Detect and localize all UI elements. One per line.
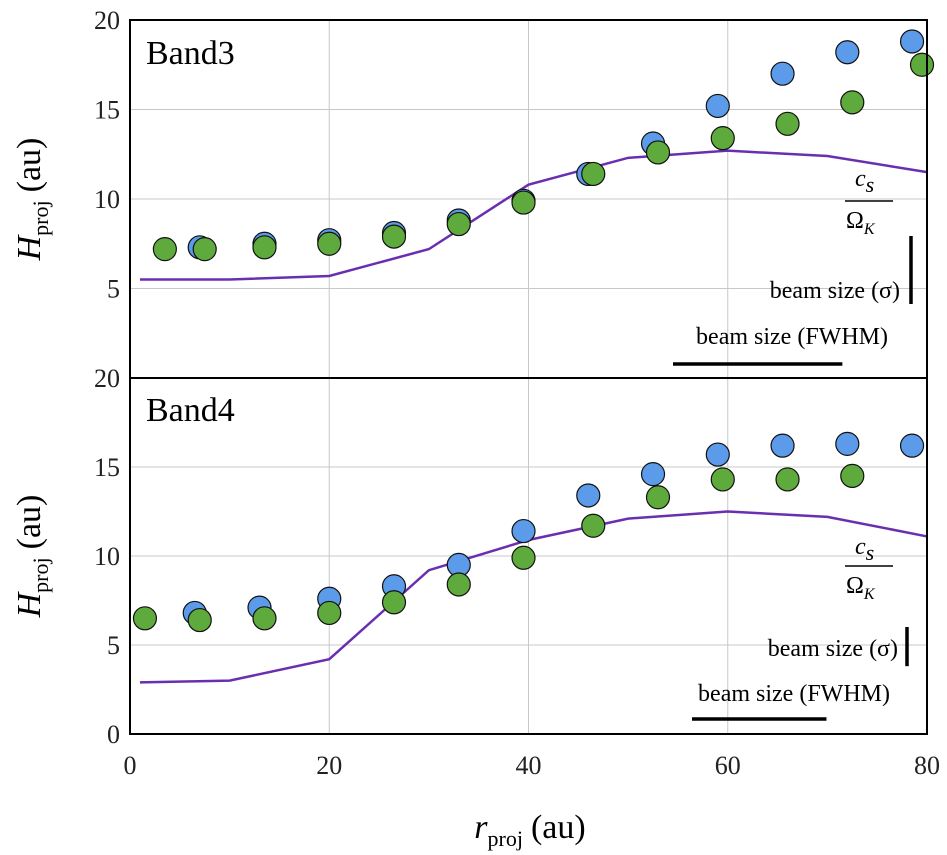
data-point-green	[645, 485, 671, 510]
x-tick-label: 80	[914, 751, 940, 780]
x-tick-label: 20	[316, 751, 342, 780]
beam-sigma-label: beam size (σ)	[768, 636, 898, 662]
data-point-blue	[899, 29, 925, 54]
y-tick-label: 0	[107, 720, 120, 749]
y-axis-title-top: Hproj(au)	[11, 138, 53, 262]
data-point-blue	[835, 40, 860, 65]
data-point-green	[581, 513, 606, 538]
data-point-green	[192, 237, 217, 262]
annotations-bottom: cs ΩK beam size (σ) beam size (FWHM)	[692, 534, 909, 721]
ratio-numerator: cs	[855, 534, 874, 565]
x-tick-label: 0	[124, 751, 137, 780]
data-point-green	[645, 140, 671, 165]
data-point-green	[840, 90, 865, 115]
data-point-green	[252, 235, 277, 260]
data-point-blue	[511, 518, 536, 544]
data-point-green	[840, 463, 865, 488]
data-markers	[132, 29, 935, 633]
data-point-green	[152, 237, 177, 262]
plot-frames	[129, 19, 928, 735]
data-point-green	[317, 231, 342, 256]
data-point-green	[581, 161, 606, 187]
y-tick-label: 10	[94, 185, 120, 214]
beam-fwhm-label: beam size (FWHM)	[698, 681, 890, 707]
x-tick-label: 40	[516, 751, 542, 780]
data-point-blue	[835, 431, 860, 456]
data-point-green	[909, 52, 935, 77]
x-tick-label: 60	[715, 751, 741, 780]
y-tick-label: 10	[94, 542, 120, 571]
data-point-blue	[899, 433, 925, 458]
data-point-blue	[705, 442, 730, 467]
panel-label-bottom: Band4	[146, 392, 235, 429]
data-point-green	[710, 467, 735, 492]
data-point-green	[381, 224, 407, 249]
y-tick-label: 20	[94, 364, 120, 393]
ratio-numerator: cs	[855, 166, 874, 197]
data-point-green	[252, 606, 277, 631]
data-point-green	[775, 111, 800, 136]
data-point-green	[381, 590, 407, 615]
ratio-denominator: ΩK	[846, 573, 876, 603]
data-point-green	[446, 572, 471, 597]
data-point-green	[775, 467, 800, 492]
data-point-green	[710, 126, 735, 151]
model-line-cs-omega	[139, 149, 928, 281]
panel-label-top: Band3	[146, 35, 235, 72]
tick-labels: 5 10 15 20 0 5 10 15 20 0 20 40 60 80	[94, 6, 940, 780]
y-axis-title-bottom: Hproj(au)	[11, 495, 53, 619]
panel-bottom-frame	[129, 377, 928, 735]
x-axis-title: rproj (au)	[474, 809, 585, 851]
beam-fwhm-label: beam size (FWHM)	[696, 324, 888, 350]
y-tick-label: 5	[107, 275, 120, 304]
data-point-green	[187, 607, 212, 633]
data-point-blue	[770, 61, 795, 86]
data-point-blue	[576, 483, 601, 508]
ratio-denominator: ΩK	[846, 208, 876, 238]
data-point-green	[446, 211, 471, 237]
y-tick-label: 15	[94, 96, 120, 125]
data-point-green	[317, 600, 342, 626]
data-point-green	[511, 545, 536, 570]
data-point-blue	[705, 93, 730, 119]
data-point-blue	[770, 433, 795, 458]
y-tick-label: 5	[107, 631, 120, 660]
data-point-green	[511, 190, 536, 215]
data-point-green	[132, 606, 158, 631]
y-tick-label: 20	[94, 6, 120, 35]
y-tick-label: 15	[94, 453, 120, 482]
beam-sigma-label: beam size (σ)	[770, 278, 900, 304]
data-point-blue	[640, 462, 666, 487]
annotations-top: cs ΩK beam size (σ) beam size (FWHM)	[673, 166, 913, 366]
